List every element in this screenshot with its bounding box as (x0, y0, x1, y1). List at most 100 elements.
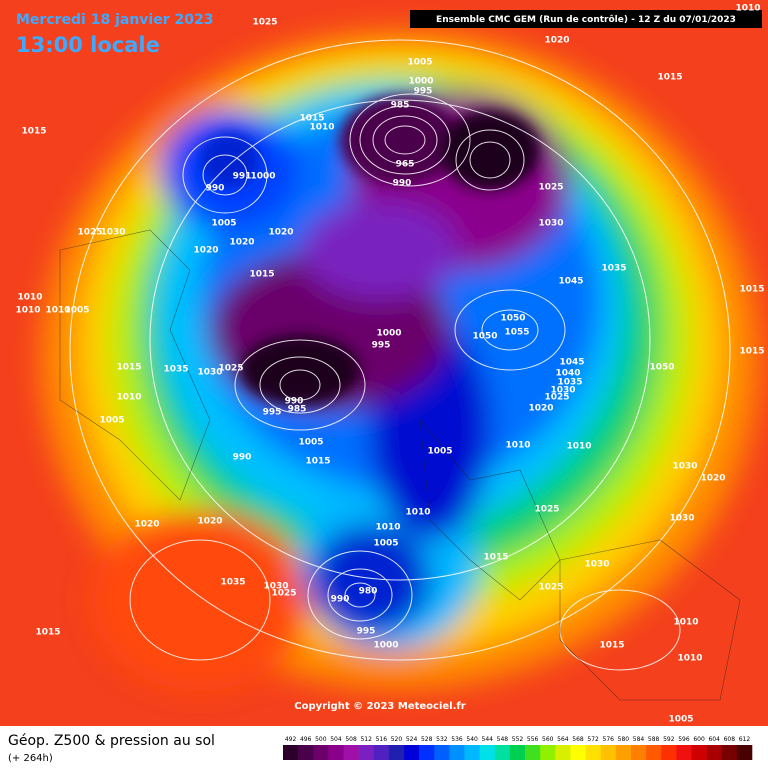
isobar-label: 1025 (538, 583, 563, 593)
isobar-label: 1020 (700, 474, 725, 484)
legend-level: 504 (330, 736, 342, 743)
isobar-label: 1030 (584, 560, 609, 570)
isobar-label: 1005 (373, 539, 398, 549)
legend-level: 576 (603, 736, 615, 743)
legend-level: 544 (482, 736, 494, 743)
legend-level: 572 (587, 736, 599, 743)
legend-swatch (358, 745, 375, 760)
isobar-label: 1025 (534, 505, 559, 515)
isobar-label: 1050 (500, 314, 525, 324)
legend-level: 584 (633, 736, 645, 743)
legend-level: 556 (527, 736, 539, 743)
isobar-label: 1015 (739, 347, 764, 357)
isobar-label: 1045 (559, 358, 584, 368)
isobar-label: 1015 (599, 641, 624, 651)
isobar-label: 1035 (557, 378, 582, 388)
legend-swatch (540, 745, 556, 760)
isobar-label: 1025 (544, 393, 569, 403)
isobar-label: 965 (396, 160, 415, 170)
legend-swatch (298, 745, 314, 760)
legend-level: 552 (512, 736, 524, 743)
isobar-label: 1010 (677, 654, 702, 664)
isobar-label: 1020 (134, 520, 159, 530)
isobar-label: 1035 (220, 578, 245, 588)
isobar-label: 990 (393, 179, 412, 189)
legend-swatch (736, 745, 753, 760)
legend-swatch (706, 745, 723, 760)
legend-level: 608 (724, 736, 736, 743)
legend-swatch (661, 745, 677, 760)
legend-swatch (449, 745, 465, 760)
isobar-label: 1015 (299, 114, 324, 124)
isobar-label: 990 (206, 184, 225, 194)
isobar-label: 1030 (100, 228, 125, 238)
isobar-label: 1025 (538, 183, 563, 193)
isobar-label: 1010 (566, 442, 591, 452)
legend-level: 496 (300, 736, 312, 743)
isobar-label: 1005 (99, 416, 124, 426)
isobar-label: 1000 (376, 329, 401, 339)
legend-level: 580 (618, 736, 630, 743)
legend-level: 512 (360, 736, 372, 743)
isobar-label: 1010 (45, 306, 70, 316)
footer-title: Géop. Z500 & pression au sol (8, 733, 215, 749)
isobar-label: 1010 (505, 441, 530, 451)
legend-level: 604 (708, 736, 720, 743)
isobar-label: 1005 (64, 306, 89, 316)
legend-swatch (525, 745, 541, 760)
isobar-label: 1025 (271, 589, 296, 599)
isobar-label: 995 (263, 408, 282, 418)
legend-level: 560 (542, 736, 554, 743)
isobar-label: 1015 (739, 285, 764, 295)
isobar-label: 1030 (197, 368, 222, 378)
isobar-label: 1005 (298, 438, 323, 448)
legend-level: 516 (376, 736, 388, 743)
isobar-label: 1020 (268, 228, 293, 238)
isobar-label: 1005 (427, 447, 452, 457)
isobar-label: 1030 (550, 386, 575, 396)
isobar-label: 985 (288, 405, 307, 415)
legend-level: 524 (406, 736, 418, 743)
legend-swatch (388, 745, 405, 760)
legend-swatch (313, 745, 329, 760)
legend-swatch (343, 745, 359, 760)
color-legend: 492 496 500 504 508 512 516 520 524 528 532 536 540 5… (283, 736, 753, 760)
isobar-label: 990 (285, 397, 304, 407)
legend-level: 492 (285, 736, 297, 743)
legend-swatch (585, 745, 602, 760)
legend-level: 540 (466, 736, 478, 743)
legend-swatch (464, 745, 480, 760)
map-field (0, 0, 768, 726)
isobar-label: 1025 (218, 364, 243, 374)
isobar-label: 1015 (305, 457, 330, 467)
legend-swatch (570, 745, 586, 760)
isobar-label: 995 (357, 627, 376, 637)
isobar-label: 1015 (21, 127, 46, 137)
isobar-label: 1010 (116, 393, 141, 403)
model-box (410, 10, 762, 28)
isobar-label: 1025 (252, 18, 277, 28)
isobar-label: 1000 (373, 641, 398, 651)
isobar-label: 1010 (375, 523, 400, 533)
legend-swatch (494, 745, 511, 760)
legend-swatch (404, 745, 420, 760)
isobar-label: 1025 (77, 228, 102, 238)
isobar-label: 1015 (249, 270, 274, 280)
isobar-label: 1030 (672, 462, 697, 472)
isobar-label: 1020 (197, 517, 222, 527)
model-info: Ensemble CMC GEM (Run de contrôle) - 12 … (436, 14, 736, 25)
isobar-label: 991 (233, 172, 252, 182)
isobar-label: 1030 (538, 219, 563, 229)
isobar-label: 1000 (408, 77, 433, 87)
legend-swatch (419, 745, 435, 760)
legend-level: 500 (315, 736, 327, 743)
isobar-label: 990 (233, 453, 252, 463)
legend-swatch (600, 745, 617, 760)
legend-swatch (434, 745, 450, 760)
isobar-label: 1050 (649, 363, 674, 373)
legend-swatch (630, 745, 647, 760)
isobar-label: 1020 (544, 36, 569, 46)
isobar-label: 1015 (116, 363, 141, 373)
date: Mercredi 18 janvier 2023 (16, 12, 213, 28)
isobar-label: 1005 (211, 219, 236, 229)
